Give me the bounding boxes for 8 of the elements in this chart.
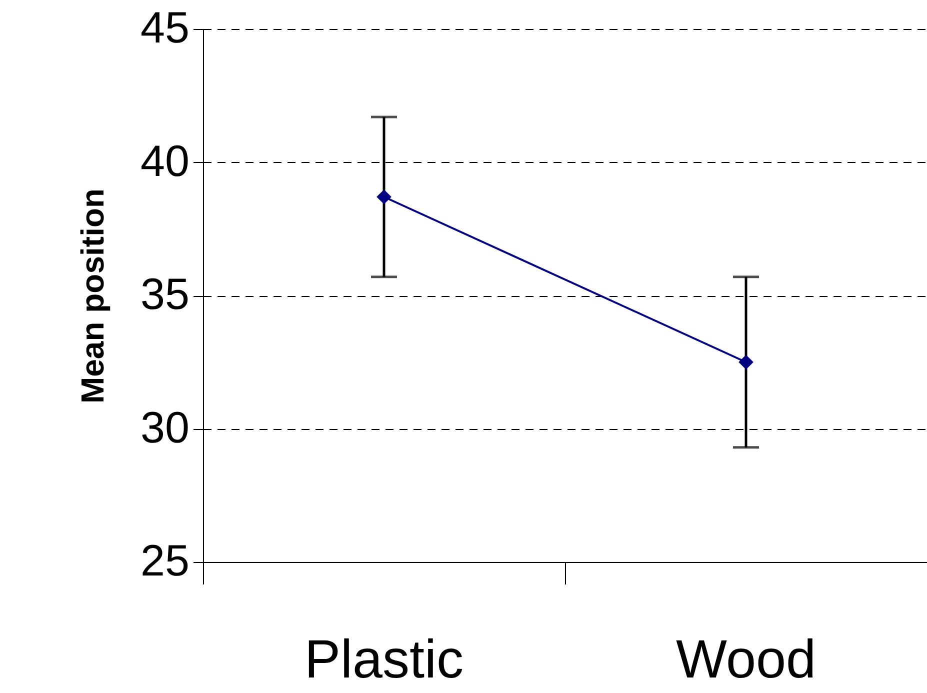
y-tick-label: 40 — [140, 136, 190, 186]
y-tick-label: 35 — [140, 270, 190, 319]
x-tick-label: Wood — [676, 630, 816, 690]
y-axis-title: Mean position — [74, 188, 111, 404]
x-tick-label: Plastic — [304, 630, 464, 690]
y-tick-label: 30 — [140, 403, 190, 452]
y-tick-label: 25 — [140, 536, 190, 586]
y-tick-label: 45 — [140, 4, 190, 52]
